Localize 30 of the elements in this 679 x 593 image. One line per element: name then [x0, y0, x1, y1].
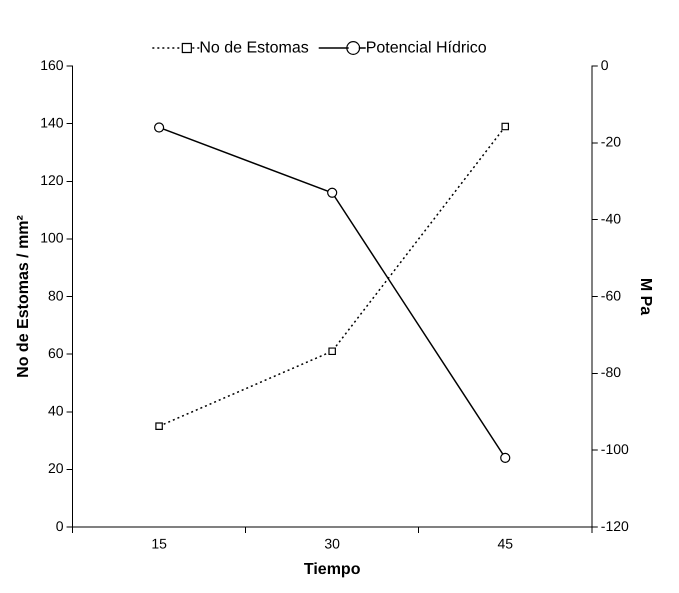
- y2-tick-label: 0: [600, 56, 609, 73]
- y-tick-label: 40: [48, 402, 64, 419]
- y-tick-label: 60: [48, 344, 64, 361]
- point: [500, 452, 510, 463]
- y-tick-label: 20: [48, 460, 64, 476]
- y2-tick-label: -100: [600, 441, 630, 458]
- y-tick-label: 100: [40, 230, 64, 246]
- y-tick-label: 0: [56, 518, 64, 534]
- y2-tick-label: -20: [600, 134, 622, 150]
- legend-label: No de Estomas: [199, 39, 309, 56]
- x-tick-label: 45: [497, 535, 514, 552]
- point: [327, 188, 338, 198]
- x-axis-title: Tiempo: [304, 560, 361, 578]
- y-tick-label: 160: [40, 56, 64, 73]
- y-tick-label: 80: [48, 287, 64, 304]
- point: [155, 422, 163, 430]
- y2-axis-title: M Pa: [636, 278, 654, 316]
- y-tick-label: 140: [40, 114, 64, 130]
- y-axis-title: No de Estomas / mm²: [15, 215, 32, 378]
- y2-tick-label: -80: [600, 364, 622, 380]
- point: [328, 347, 336, 356]
- x-tick-label: 30: [324, 535, 340, 552]
- legend-label: Potencial Hídrico: [366, 39, 487, 56]
- point: [501, 122, 510, 130]
- y2-tick-label: -40: [600, 210, 622, 227]
- x-tick-label: 15: [151, 535, 168, 552]
- point: [154, 122, 164, 133]
- y-tick-label: 120: [40, 172, 64, 188]
- y2-tick-label: -120: [600, 518, 630, 534]
- y2-tick-label: -60: [600, 287, 622, 304]
